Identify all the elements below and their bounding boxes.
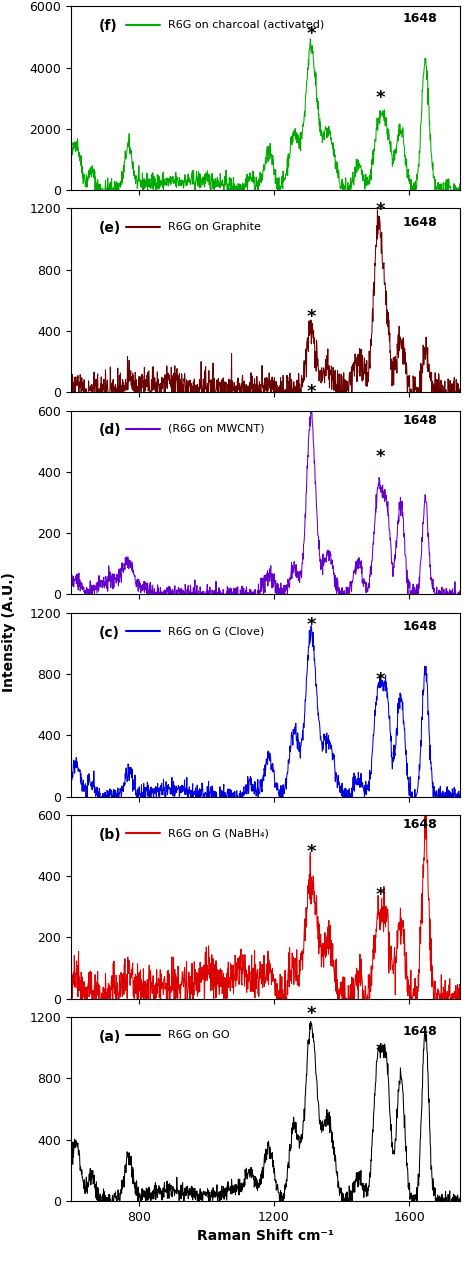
Text: 1648: 1648 xyxy=(402,818,437,830)
Text: *: * xyxy=(375,447,385,465)
Text: (c): (c) xyxy=(98,626,119,640)
Text: 1648: 1648 xyxy=(402,13,437,25)
Text: (a): (a) xyxy=(98,1030,120,1044)
Text: *: * xyxy=(306,383,316,402)
Text: *: * xyxy=(306,1005,316,1023)
Text: R6G on G (Clove): R6G on G (Clove) xyxy=(168,626,264,636)
Text: R6G on charcoal (activated): R6G on charcoal (activated) xyxy=(168,20,325,29)
Text: *: * xyxy=(306,616,316,635)
Text: (d): (d) xyxy=(98,423,121,437)
Text: *: * xyxy=(306,308,316,326)
Text: *: * xyxy=(375,201,385,219)
Text: 1648: 1648 xyxy=(402,1025,437,1038)
Text: R6G on Graphite: R6G on Graphite xyxy=(168,222,261,231)
Text: (b): (b) xyxy=(98,828,121,842)
Text: 1648: 1648 xyxy=(402,413,437,427)
X-axis label: Raman Shift cm⁻¹: Raman Shift cm⁻¹ xyxy=(197,1229,334,1243)
Text: R6G on G (NaBH₄): R6G on G (NaBH₄) xyxy=(168,828,269,838)
Text: *: * xyxy=(306,843,316,861)
Text: 1648: 1648 xyxy=(402,621,437,633)
Text: Intensity (A.U.): Intensity (A.U.) xyxy=(2,573,17,691)
Text: (e): (e) xyxy=(98,221,120,235)
Text: 1648: 1648 xyxy=(402,216,437,229)
Text: *: * xyxy=(375,90,385,107)
Text: *: * xyxy=(375,886,385,904)
Text: (R6G on MWCNT): (R6G on MWCNT) xyxy=(168,423,265,434)
Text: *: * xyxy=(306,25,316,43)
Text: (f): (f) xyxy=(98,19,117,33)
Text: R6G on GO: R6G on GO xyxy=(168,1030,230,1040)
Text: *: * xyxy=(375,671,385,689)
Text: *: * xyxy=(375,1042,385,1060)
